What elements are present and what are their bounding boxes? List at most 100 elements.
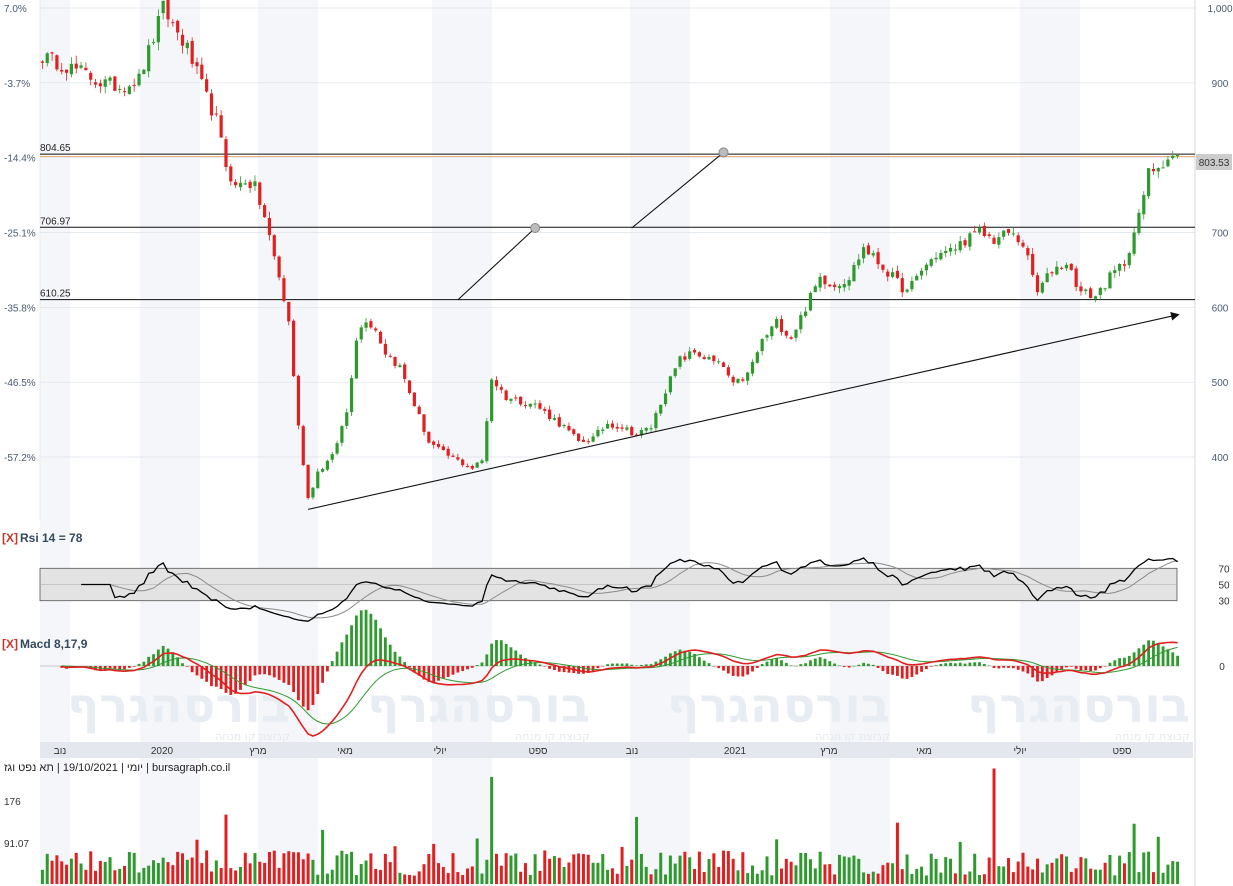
volume-bar	[934, 858, 938, 884]
macd-hist-bar	[147, 656, 151, 666]
macd-hist-bar	[543, 666, 547, 667]
candle	[630, 425, 634, 436]
macd-hist-bar	[900, 666, 904, 679]
trendline-handle-1[interactable]	[530, 223, 541, 234]
candle	[886, 269, 890, 282]
macd-hist-bar	[1026, 666, 1030, 674]
macd-hist-bar	[582, 666, 585, 674]
candle	[924, 262, 928, 276]
candle	[1084, 288, 1088, 295]
volume-bar	[161, 857, 165, 884]
rsi-close-button[interactable]: [X]	[2, 531, 18, 545]
volume-bar	[1161, 872, 1165, 884]
macd-hist-bar	[461, 666, 465, 672]
volume-bar	[1011, 872, 1015, 884]
candle	[441, 444, 445, 451]
candle	[992, 234, 996, 245]
volume-bar	[552, 856, 556, 884]
volume-bar	[881, 865, 885, 884]
volume-bar	[340, 850, 344, 884]
macd-hist-bar	[108, 666, 112, 669]
price-tick-right-1: 900	[1212, 79, 1229, 90]
volume-bar	[118, 868, 122, 884]
macd-hist-bar	[446, 666, 450, 677]
volume-bar	[997, 866, 1001, 884]
macd-hist-bar	[635, 665, 638, 666]
macd-hist-bar	[905, 666, 909, 679]
macd-hist-bar	[408, 666, 411, 668]
candle	[915, 273, 919, 281]
rsi-axis: 70 50 30	[1218, 564, 1230, 607]
volume-bar	[1089, 868, 1093, 884]
macd-hist-bar	[741, 666, 745, 677]
volume-bar	[229, 868, 233, 884]
volume-bar	[726, 851, 730, 884]
candle	[731, 375, 735, 386]
volume-bar	[282, 853, 286, 884]
macd-histogram	[60, 609, 1179, 711]
volume-bar	[973, 853, 977, 884]
candle	[586, 438, 590, 445]
candle	[166, 0, 170, 28]
watermark-tagline-0: קבוצת קו מנחה	[1115, 730, 1190, 743]
volume-bar	[577, 853, 581, 884]
candle	[287, 301, 291, 326]
candle	[639, 427, 643, 438]
candle	[591, 433, 595, 443]
volume-bar	[272, 850, 276, 884]
volume-bar	[828, 864, 832, 884]
month-label-11: ספט	[1112, 746, 1132, 757]
macd-close-button[interactable]: [X]	[2, 637, 18, 651]
macd-hist-bar	[243, 666, 247, 686]
volume-bar	[992, 768, 996, 884]
volume-bar	[181, 853, 184, 884]
trendline-handle-2[interactable]	[718, 147, 729, 158]
volume-bar	[528, 874, 532, 884]
volume-bar	[195, 839, 199, 884]
macd-hist-bar	[562, 666, 566, 673]
candle	[581, 436, 586, 442]
volume-bar	[596, 862, 600, 884]
candle	[325, 459, 330, 472]
macd-hist-bar	[794, 665, 798, 667]
macd-hist-bar	[746, 666, 750, 675]
candle	[784, 330, 788, 339]
candle	[258, 181, 262, 210]
macd-hist-bar	[949, 662, 952, 666]
candle	[808, 291, 813, 312]
macd-hist-bar	[784, 662, 788, 666]
candle	[1026, 245, 1030, 261]
volume-bar	[654, 869, 658, 884]
candle	[364, 317, 368, 332]
candle	[857, 254, 861, 270]
candle	[465, 463, 470, 468]
month-label-5: ספט	[528, 746, 548, 757]
candle	[1151, 163, 1156, 175]
candle	[668, 375, 672, 395]
volume-bar	[1031, 869, 1035, 884]
volume-bar	[557, 857, 561, 884]
macd-hist-bar	[1123, 657, 1126, 666]
volume-bar	[190, 857, 194, 884]
price-tick-left-0: 7.0%	[4, 4, 27, 15]
volume-bar	[978, 875, 982, 884]
candle	[393, 356, 397, 369]
candle	[605, 420, 610, 429]
macd-hist-bar	[596, 666, 600, 669]
date-axis: נוב 2020 מרץ מאי יולי ספט נוב 2021 מרץ מאי יולי ספט	[40, 742, 1193, 758]
volume-bar	[316, 874, 320, 884]
trendlines	[307, 147, 1180, 510]
candle	[1175, 153, 1180, 159]
candle	[504, 389, 508, 402]
trendline-2[interactable]	[631, 152, 724, 229]
candle	[306, 464, 310, 500]
candle	[847, 276, 851, 291]
trendline-1[interactable]	[457, 227, 536, 301]
volume-bar	[219, 868, 223, 884]
candle	[200, 57, 204, 81]
candle	[818, 272, 822, 292]
candle	[746, 371, 750, 386]
volume-bar	[987, 857, 991, 884]
candle	[673, 368, 677, 378]
trendline-0[interactable]	[307, 311, 1180, 510]
